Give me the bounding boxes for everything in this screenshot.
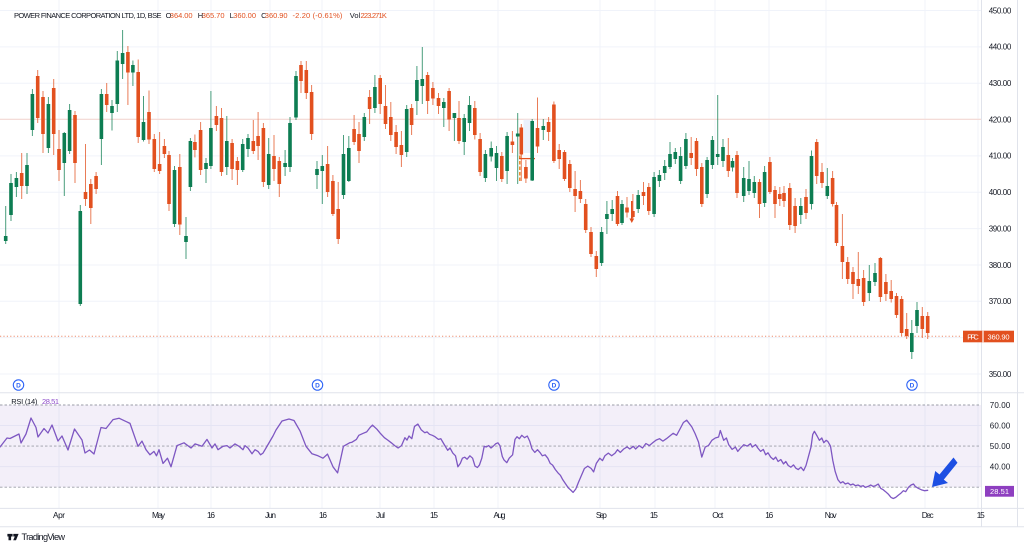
svg-text:D: D [315,383,320,390]
svg-text:350.00: 350.00 [989,370,1012,379]
svg-text:RSI (14): RSI (14) [11,397,38,406]
svg-text:C: C [261,11,267,20]
svg-text:223.271K: 223.271K [361,11,387,20]
svg-text:370.00: 370.00 [989,297,1012,306]
svg-text:D: D [910,383,915,390]
svg-text:Jul: Jul [376,510,385,520]
svg-text:16: 16 [319,510,327,520]
svg-text:Vol: Vol [350,11,361,20]
svg-text:60.00: 60.00 [990,421,1011,430]
svg-text:440.00: 440.00 [989,43,1012,52]
svg-text:15: 15 [977,510,985,520]
svg-text:L: L [230,11,234,20]
svg-text:Jun: Jun [265,510,276,520]
svg-text:364.00: 364.00 [170,11,193,20]
svg-text:450.00: 450.00 [989,6,1012,15]
svg-text:-2.20 (-0.61%): -2.20 (-0.61%) [293,11,343,20]
svg-text:Dec: Dec [922,510,934,520]
svg-text:H: H [198,11,203,20]
svg-text:360.90: 360.90 [988,333,1010,342]
svg-text:360.00: 360.00 [233,11,256,20]
svg-text:D: D [16,383,21,390]
svg-text:365.70: 365.70 [202,11,225,20]
svg-text:410.00: 410.00 [989,152,1012,161]
svg-text:360.90: 360.90 [265,11,288,20]
svg-text:Aug: Aug [494,510,506,520]
svg-text:15: 15 [650,510,658,520]
svg-text:PFC: PFC [967,333,979,342]
svg-text:50.00: 50.00 [990,442,1011,451]
svg-text:16: 16 [207,510,215,520]
svg-text:380.00: 380.00 [989,261,1012,270]
svg-text:420.00: 420.00 [989,115,1012,124]
svg-text:400.00: 400.00 [989,188,1012,197]
svg-text:O: O [166,11,172,20]
svg-text:TradingView: TradingView [22,532,66,542]
svg-text:POWER FINANCE CORPORATION LTD,: POWER FINANCE CORPORATION LTD, 1D, BSE [14,11,162,20]
svg-text:70.00: 70.00 [990,401,1011,410]
svg-text:16: 16 [765,510,773,520]
svg-text:40.00: 40.00 [990,462,1011,471]
svg-text:28.51: 28.51 [990,487,1009,496]
svg-text:Oct: Oct [712,510,724,520]
svg-text:Apr: Apr [53,510,65,520]
svg-text:Nov: Nov [825,510,838,520]
svg-text:Sep: Sep [596,510,607,520]
svg-text:390.00: 390.00 [989,224,1012,233]
svg-text:May: May [152,510,166,520]
svg-text:430.00: 430.00 [989,79,1012,88]
svg-text:28.51: 28.51 [42,397,59,406]
svg-text:15: 15 [430,510,438,520]
svg-text:D: D [552,383,557,390]
